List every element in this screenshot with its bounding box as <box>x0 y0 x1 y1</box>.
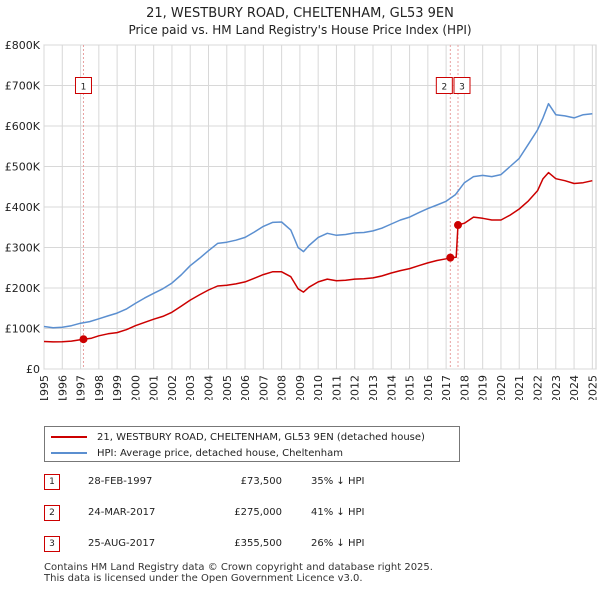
sale-date: 25-AUG-2017 <box>88 538 156 549</box>
sale-number-label: 3 <box>459 83 465 93</box>
x-tick-label: 2009 <box>294 375 307 400</box>
x-tick-label: 2003 <box>184 375 197 400</box>
sale-hpi-diff: 41% ↓ HPI <box>311 507 365 518</box>
legend-label-hpi: HPI: Average price, detached house, Chel… <box>97 447 343 459</box>
x-tick-label: 1999 <box>111 375 124 400</box>
x-tick-label: 2002 <box>166 375 179 400</box>
sale-point <box>446 253 455 262</box>
y-tick-label: £100K <box>5 323 41 336</box>
legend-swatch-property <box>51 436 87 438</box>
x-tick-label: 2025 <box>586 375 599 400</box>
x-tick-label: 2013 <box>367 375 380 400</box>
sale-hpi-diff: 35% ↓ HPI <box>311 476 365 487</box>
y-tick-label: £600K <box>5 120 41 133</box>
x-tick-label: 2019 <box>477 375 490 400</box>
sale-number-box <box>435 77 453 94</box>
x-tick-label: 1998 <box>93 375 106 400</box>
x-tick-label: 2021 <box>513 375 526 400</box>
sale-date: 28-FEB-1997 <box>88 476 153 487</box>
x-tick-label: 2000 <box>129 375 142 400</box>
y-tick-label: £700K <box>5 80 41 93</box>
chart-subtitle: Price paid vs. HM Land Registry's House … <box>128 23 472 37</box>
y-tick-label: £200K <box>5 282 41 295</box>
sale-number-label: 2 <box>441 83 447 93</box>
footer-licence: This data is licensed under the Open Gov… <box>44 573 363 584</box>
price-chart: £0 £100K £200K £300K £400K £500K £600K £700K £80… <box>5 39 600 400</box>
sale-point <box>79 335 88 344</box>
sale-row: 1 28-FEB-1997 £73,500 35% ↓ HPI <box>44 474 464 492</box>
x-tick-label: 2008 <box>276 375 289 400</box>
property-series-line <box>43 171 593 343</box>
chart-legend: 21, WESTBURY ROAD, CHELTENHAM, GL53 9EN … <box>44 426 460 462</box>
x-tick-label: 2006 <box>239 375 252 400</box>
sale-price: £275,000 <box>234 507 282 518</box>
x-tick-label: 2005 <box>221 375 234 400</box>
x-tick-label: 1997 <box>75 375 88 400</box>
y-tick-label: £500K <box>5 161 41 174</box>
x-tick-label: 2017 <box>440 375 453 400</box>
x-tick-label: 2004 <box>203 375 216 400</box>
chart-title: 21, WESTBURY ROAD, CHELTENHAM, GL53 9EN <box>146 6 454 21</box>
sale-price: £73,500 <box>240 476 282 487</box>
x-tick-label: 2001 <box>148 375 161 400</box>
sale-row: 2 24-MAR-2017 £275,000 41% ↓ HPI <box>44 505 464 523</box>
legend-label-property: 21, WESTBURY ROAD, CHELTENHAM, GL53 9EN … <box>97 431 425 443</box>
sale-number-label: 1 <box>81 83 87 93</box>
y-tick-label: £400K <box>5 201 41 214</box>
x-tick-label: 2022 <box>532 375 545 400</box>
sale-number-badge: 2 <box>44 505 60 521</box>
sale-number-box <box>74 77 92 94</box>
x-tick-label: 2018 <box>458 375 471 400</box>
legend-item-property: 21, WESTBURY ROAD, CHELTENHAM, GL53 9EN … <box>51 430 425 444</box>
sale-date: 24-MAR-2017 <box>88 507 156 518</box>
x-tick-label: 2010 <box>312 375 325 400</box>
x-tick-label: 2014 <box>385 375 398 400</box>
sale-number-badge: 3 <box>44 536 60 552</box>
sale-point <box>454 221 462 230</box>
footer-copyright: Contains HM Land Registry data © Crown c… <box>44 562 433 573</box>
footer: Contains HM Land Registry data © Crown c… <box>44 562 433 584</box>
x-tick-label: 2016 <box>422 375 435 400</box>
x-tick-label: 2024 <box>568 375 581 400</box>
x-tick-label: 2020 <box>495 375 508 400</box>
hpi-series-line <box>43 102 593 329</box>
x-tick-label: 2012 <box>349 375 362 400</box>
x-tick-label: 2007 <box>257 375 270 400</box>
x-tick-label: 1995 <box>38 375 51 400</box>
y-tick-label: £800K <box>5 39 41 52</box>
y-tick-label: £300K <box>5 242 41 255</box>
sale-hpi-diff: 26% ↓ HPI <box>311 538 365 549</box>
sale-number-badge: 1 <box>44 474 60 490</box>
sale-row: 3 25-AUG-2017 £355,500 26% ↓ HPI <box>44 536 464 554</box>
sale-price: £355,500 <box>234 538 282 549</box>
legend-swatch-hpi <box>51 452 87 454</box>
y-tick-label: £0 <box>26 363 40 376</box>
legend-item-hpi: HPI: Average price, detached house, Chel… <box>51 446 343 460</box>
x-tick-label: 2015 <box>404 375 417 400</box>
sale-number-box <box>453 77 471 94</box>
x-tick-label: 2011 <box>330 375 343 400</box>
x-tick-label: 2023 <box>550 375 563 400</box>
x-tick-label: 1996 <box>56 375 69 400</box>
